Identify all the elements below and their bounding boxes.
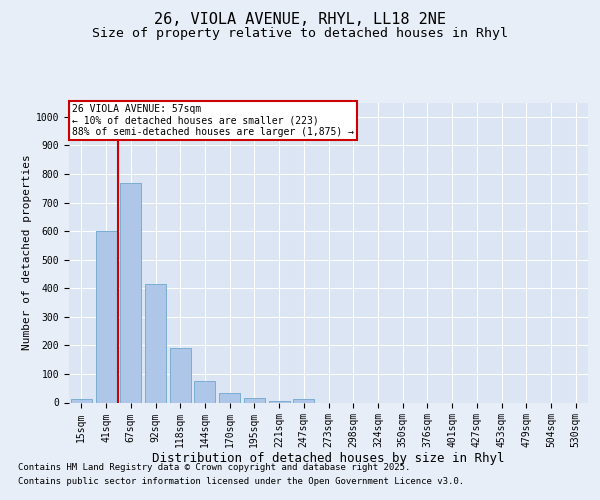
Bar [194, 381, 215, 402]
Text: 26, VIOLA AVENUE, RHYL, LL18 2NE: 26, VIOLA AVENUE, RHYL, LL18 2NE [154, 12, 446, 28]
Y-axis label: Number of detached properties: Number of detached properties [22, 154, 32, 350]
X-axis label: Distribution of detached houses by size in Rhyl: Distribution of detached houses by size … [152, 452, 505, 464]
Bar [170, 348, 191, 403]
Text: 26 VIOLA AVENUE: 57sqm
← 10% of detached houses are smaller (223)
88% of semi-de: 26 VIOLA AVENUE: 57sqm ← 10% of detached… [71, 104, 353, 137]
Text: Contains HM Land Registry data © Crown copyright and database right 2025.: Contains HM Land Registry data © Crown c… [18, 462, 410, 471]
Text: Size of property relative to detached houses in Rhyl: Size of property relative to detached ho… [92, 28, 508, 40]
Bar [293, 399, 314, 402]
Bar [71, 399, 92, 402]
Bar [219, 392, 240, 402]
Bar [244, 398, 265, 402]
Bar [269, 400, 290, 402]
Bar [120, 182, 141, 402]
Text: Contains public sector information licensed under the Open Government Licence v3: Contains public sector information licen… [18, 478, 464, 486]
Bar [145, 284, 166, 403]
Bar [95, 231, 116, 402]
